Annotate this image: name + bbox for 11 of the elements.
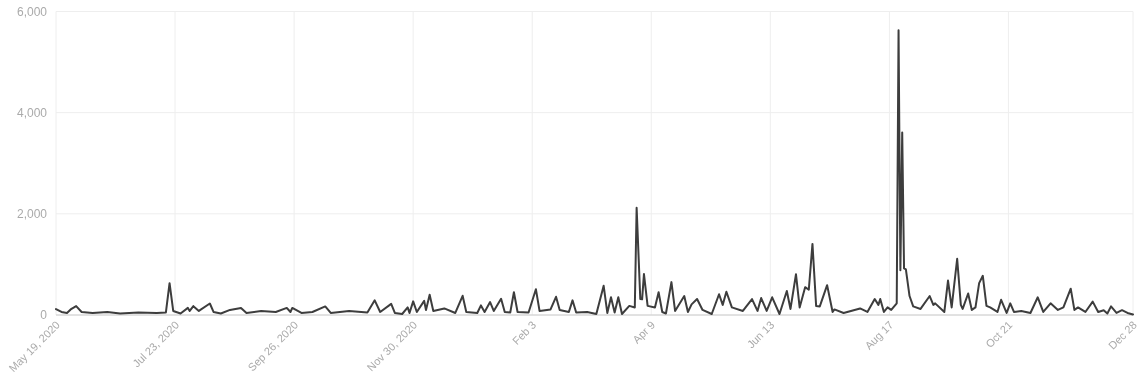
y-tick-label: 2,000 [16, 207, 48, 222]
x-tick-label: Jun 13 [744, 318, 777, 351]
line-series [55, 29, 1134, 316]
x-tick-label: Aug 17 [862, 318, 896, 352]
y-tick-label: 6,000 [16, 4, 48, 19]
y-tick-label: 0 [40, 308, 48, 323]
x-tick-label: Apr 9 [630, 318, 658, 346]
x-tick-label: Oct 21 [983, 318, 1015, 350]
y-tick-label: 4,000 [16, 105, 48, 120]
x-tick-label: Feb 3 [509, 318, 539, 347]
x-tick-label: Dec 28 [1105, 318, 1140, 352]
